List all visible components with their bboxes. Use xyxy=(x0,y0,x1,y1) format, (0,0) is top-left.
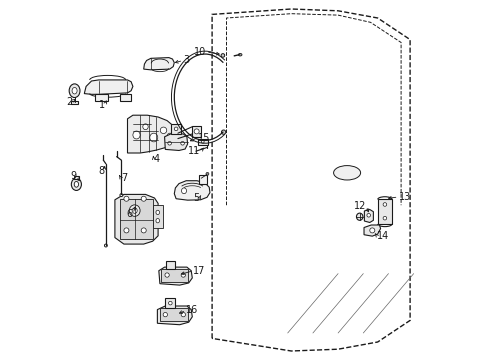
Ellipse shape xyxy=(133,131,140,139)
Ellipse shape xyxy=(382,203,386,206)
Text: 2: 2 xyxy=(66,96,72,107)
Ellipse shape xyxy=(104,244,107,247)
Bar xyxy=(71,101,78,104)
Text: 6: 6 xyxy=(126,209,133,219)
Ellipse shape xyxy=(156,210,159,215)
Ellipse shape xyxy=(72,87,77,94)
Text: 17: 17 xyxy=(193,266,205,276)
Ellipse shape xyxy=(156,219,159,223)
Ellipse shape xyxy=(201,140,204,143)
Ellipse shape xyxy=(129,205,140,216)
Polygon shape xyxy=(363,225,380,236)
Ellipse shape xyxy=(181,188,186,194)
Ellipse shape xyxy=(120,194,122,197)
Ellipse shape xyxy=(181,141,184,145)
Polygon shape xyxy=(174,181,209,200)
Text: 13: 13 xyxy=(398,192,410,202)
Bar xyxy=(95,94,107,101)
Bar xyxy=(161,269,187,282)
Ellipse shape xyxy=(205,172,208,175)
Polygon shape xyxy=(84,80,133,94)
Ellipse shape xyxy=(181,312,185,317)
Text: 4: 4 xyxy=(153,154,160,164)
Ellipse shape xyxy=(181,273,185,277)
Ellipse shape xyxy=(69,84,80,98)
Text: 1: 1 xyxy=(99,100,104,110)
Bar xyxy=(377,199,391,224)
Bar xyxy=(120,94,131,101)
Polygon shape xyxy=(212,9,409,351)
Ellipse shape xyxy=(142,124,148,130)
Ellipse shape xyxy=(167,133,172,139)
Ellipse shape xyxy=(333,166,360,180)
Ellipse shape xyxy=(71,178,81,190)
Polygon shape xyxy=(143,58,174,70)
Ellipse shape xyxy=(149,133,158,142)
Bar xyxy=(74,176,79,179)
Ellipse shape xyxy=(123,196,129,201)
Polygon shape xyxy=(364,210,373,222)
Bar xyxy=(165,298,175,308)
Ellipse shape xyxy=(174,127,178,131)
Ellipse shape xyxy=(369,228,374,233)
Bar xyxy=(171,124,181,134)
Polygon shape xyxy=(159,267,192,285)
Ellipse shape xyxy=(164,273,169,277)
Ellipse shape xyxy=(356,213,362,220)
Ellipse shape xyxy=(141,196,146,201)
Text: 11: 11 xyxy=(188,146,200,156)
Ellipse shape xyxy=(167,141,171,145)
Ellipse shape xyxy=(168,301,172,305)
Ellipse shape xyxy=(74,181,79,187)
Text: 3: 3 xyxy=(183,55,189,66)
Text: 14: 14 xyxy=(376,231,388,241)
Bar xyxy=(120,199,152,239)
Ellipse shape xyxy=(382,216,386,220)
Text: 10: 10 xyxy=(193,47,205,57)
Polygon shape xyxy=(127,115,178,153)
Polygon shape xyxy=(164,134,187,150)
Text: 5: 5 xyxy=(193,193,199,203)
Ellipse shape xyxy=(221,130,225,134)
Bar xyxy=(192,126,201,137)
Bar xyxy=(197,139,207,145)
Text: 9: 9 xyxy=(70,171,76,181)
Ellipse shape xyxy=(194,129,199,134)
Bar xyxy=(160,308,187,321)
Ellipse shape xyxy=(123,228,129,233)
Polygon shape xyxy=(157,306,192,325)
Bar xyxy=(152,205,163,228)
Text: 15: 15 xyxy=(198,132,210,143)
Ellipse shape xyxy=(160,127,166,134)
Ellipse shape xyxy=(366,213,370,217)
Bar xyxy=(166,261,175,269)
Ellipse shape xyxy=(163,312,167,317)
Text: 16: 16 xyxy=(186,305,198,315)
Ellipse shape xyxy=(221,54,224,57)
Text: 7: 7 xyxy=(121,173,127,183)
Polygon shape xyxy=(115,194,158,244)
Bar xyxy=(199,175,206,184)
Text: 8: 8 xyxy=(98,166,104,176)
Ellipse shape xyxy=(132,208,137,213)
Ellipse shape xyxy=(238,54,242,56)
Text: 12: 12 xyxy=(353,201,366,211)
Ellipse shape xyxy=(141,228,146,233)
